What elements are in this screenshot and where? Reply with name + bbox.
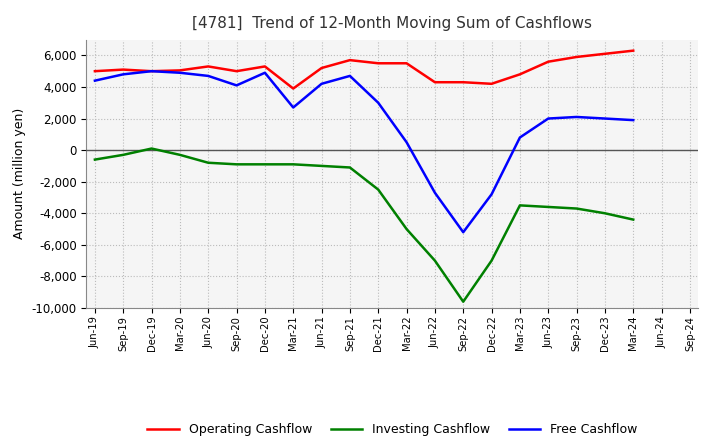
Free Cashflow <box>572 114 581 120</box>
Y-axis label: Amount (million yen): Amount (million yen) <box>13 108 26 239</box>
Investing Cashflow <box>431 258 439 263</box>
Investing Cashflow <box>289 161 297 167</box>
Free Cashflow <box>431 190 439 195</box>
Free Cashflow <box>402 139 411 145</box>
Investing Cashflow <box>176 152 184 158</box>
Investing Cashflow <box>459 299 467 304</box>
Operating Cashflow <box>600 51 609 56</box>
Operating Cashflow <box>459 80 467 85</box>
Title: [4781]  Trend of 12-Month Moving Sum of Cashflows: [4781] Trend of 12-Month Moving Sum of C… <box>192 16 593 32</box>
Line: Free Cashflow: Free Cashflow <box>95 71 633 232</box>
Operating Cashflow <box>233 69 241 74</box>
Operating Cashflow <box>261 64 269 69</box>
Operating Cashflow <box>487 81 496 86</box>
Investing Cashflow <box>346 165 354 170</box>
Investing Cashflow <box>374 187 382 192</box>
Free Cashflow <box>204 73 212 79</box>
Investing Cashflow <box>233 161 241 167</box>
Operating Cashflow <box>346 58 354 63</box>
Free Cashflow <box>516 135 524 140</box>
Investing Cashflow <box>261 161 269 167</box>
Investing Cashflow <box>572 206 581 211</box>
Free Cashflow <box>346 73 354 79</box>
Free Cashflow <box>487 192 496 197</box>
Operating Cashflow <box>572 54 581 59</box>
Free Cashflow <box>318 81 326 86</box>
Free Cashflow <box>233 83 241 88</box>
Investing Cashflow <box>544 204 552 209</box>
Operating Cashflow <box>402 61 411 66</box>
Investing Cashflow <box>204 160 212 165</box>
Free Cashflow <box>91 78 99 83</box>
Free Cashflow <box>119 72 127 77</box>
Free Cashflow <box>544 116 552 121</box>
Operating Cashflow <box>91 69 99 74</box>
Investing Cashflow <box>629 217 637 222</box>
Operating Cashflow <box>148 69 156 74</box>
Free Cashflow <box>261 70 269 75</box>
Investing Cashflow <box>487 258 496 263</box>
Legend: Operating Cashflow, Investing Cashflow, Free Cashflow: Operating Cashflow, Investing Cashflow, … <box>143 418 642 440</box>
Operating Cashflow <box>318 66 326 71</box>
Operating Cashflow <box>176 68 184 73</box>
Operating Cashflow <box>544 59 552 64</box>
Investing Cashflow <box>91 157 99 162</box>
Investing Cashflow <box>516 203 524 208</box>
Operating Cashflow <box>516 72 524 77</box>
Investing Cashflow <box>600 211 609 216</box>
Investing Cashflow <box>318 163 326 169</box>
Free Cashflow <box>176 70 184 75</box>
Operating Cashflow <box>204 64 212 69</box>
Operating Cashflow <box>119 67 127 72</box>
Free Cashflow <box>374 100 382 106</box>
Operating Cashflow <box>374 61 382 66</box>
Free Cashflow <box>289 105 297 110</box>
Investing Cashflow <box>148 146 156 151</box>
Operating Cashflow <box>431 80 439 85</box>
Free Cashflow <box>148 69 156 74</box>
Operating Cashflow <box>289 86 297 91</box>
Line: Investing Cashflow: Investing Cashflow <box>95 149 633 302</box>
Investing Cashflow <box>119 152 127 158</box>
Operating Cashflow <box>629 48 637 53</box>
Free Cashflow <box>459 230 467 235</box>
Line: Operating Cashflow: Operating Cashflow <box>95 51 633 88</box>
Free Cashflow <box>629 117 637 123</box>
Free Cashflow <box>600 116 609 121</box>
Investing Cashflow <box>402 227 411 232</box>
